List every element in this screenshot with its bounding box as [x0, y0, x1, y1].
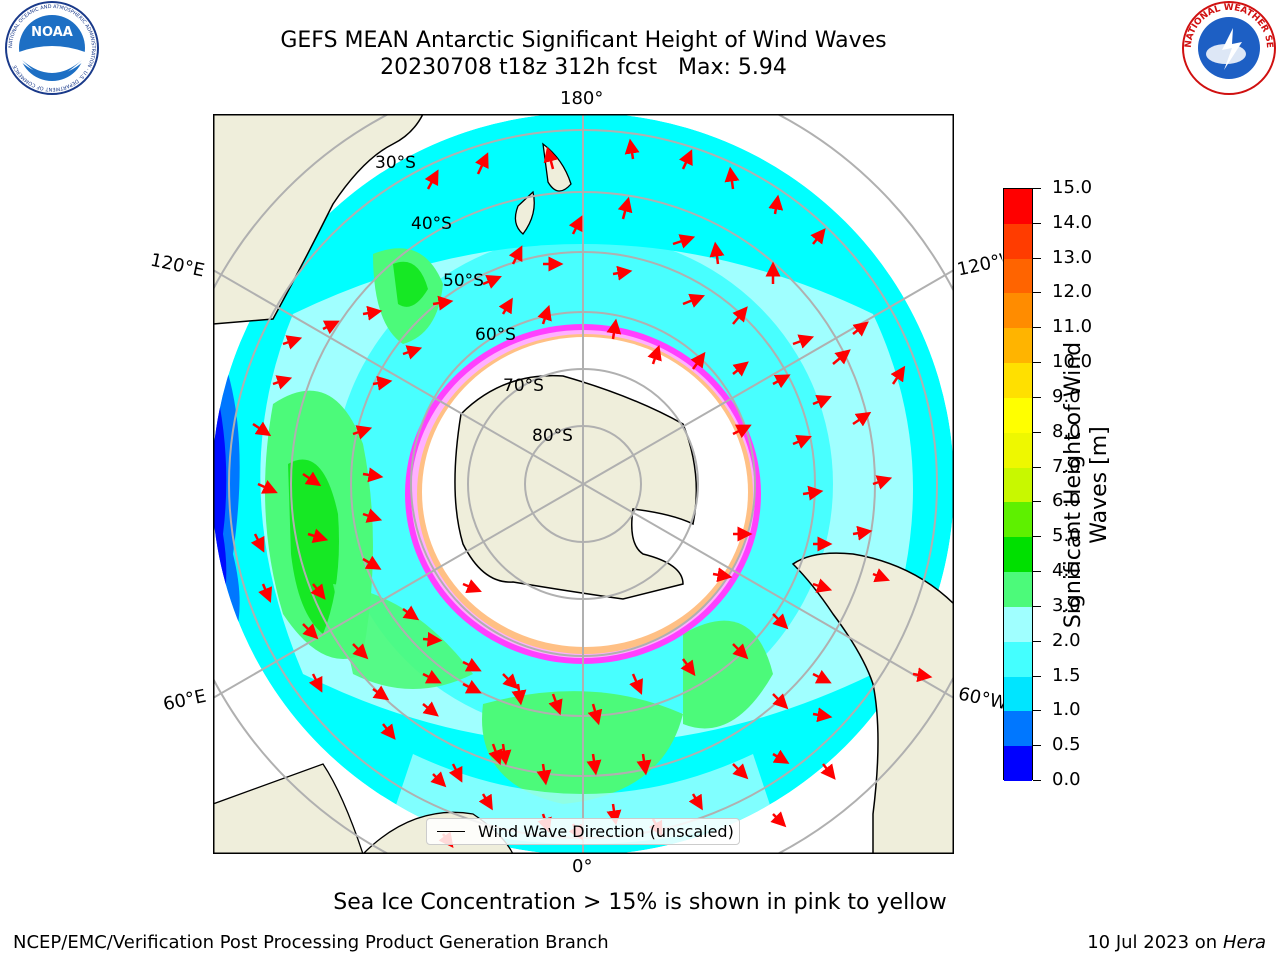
colorbar-segment — [1004, 676, 1032, 712]
antarctica-land — [454, 374, 698, 600]
colorbar-tick — [1033, 536, 1041, 538]
colorbar-tick — [1033, 222, 1041, 224]
lat-label-70s: 70°S — [503, 376, 544, 396]
colorbar-tick — [1033, 431, 1041, 433]
lat-label-80s: 80°S — [532, 426, 573, 446]
footer-credit: NCEP/EMC/Verification Post Processing Pr… — [13, 932, 609, 953]
colorbar-segment — [1004, 572, 1032, 607]
colorbar-tick — [1033, 605, 1041, 607]
colorbar-tick — [1033, 188, 1041, 189]
colorbar-tick-label: 11.0 — [1052, 316, 1093, 338]
legend-label: Wind Wave Direction (unscaled) — [478, 822, 734, 841]
australia-land — [213, 114, 424, 325]
map-title: GEFS MEAN Antarctic Significant Height o… — [280, 28, 887, 53]
colorbar-tick — [1033, 327, 1041, 329]
colorbar-tick — [1033, 710, 1041, 712]
lat-label-40s: 40°S — [411, 214, 452, 234]
colorbar-tick-label: 0.5 — [1052, 734, 1081, 756]
colorbar-tick-label: 2.0 — [1052, 629, 1081, 651]
lon-label-0: 0° — [572, 856, 593, 877]
colorbar-tick-label: 7.0 — [1052, 455, 1081, 477]
colorbar-segment — [1004, 467, 1032, 503]
noaa-logo-icon: NOAA NATIONAL OCEANIC AND ATMOSPHERIC AD… — [2, 0, 102, 100]
colorbar-title: Significant Height of Wind Waves [m] — [1061, 341, 1112, 629]
colorbar-tick — [1033, 466, 1041, 468]
south-america-land — [791, 552, 954, 854]
colorbar-segment — [1004, 189, 1032, 224]
lat-label-50s: 50°S — [443, 271, 484, 291]
footer-date: 10 Jul 2023 on Hera — [1087, 932, 1266, 953]
lon-label-120w: 120°W — [955, 250, 1005, 281]
colorbar-segment — [1004, 606, 1032, 642]
polar-map: 30°S 40°S 50°S 60°S 70°S 80°S — [213, 114, 954, 854]
colorbar-segment — [1004, 258, 1032, 294]
colorbar-tick-label: 14.0 — [1052, 211, 1093, 233]
footer-machine: Hera — [1222, 932, 1266, 953]
colorbar-tick — [1033, 292, 1041, 294]
colorbar-tick — [1033, 640, 1041, 642]
sea-ice-note: Sea Ice Concentration > 15% is shown in … — [333, 890, 947, 915]
colorbar-segment — [1004, 293, 1032, 329]
noaa-logo-text: NOAA — [31, 25, 73, 40]
colorbar-tick-label: 4.0 — [1052, 560, 1081, 582]
lon-label-60w: 60°W — [956, 683, 1006, 714]
colorbar-tick-label: 0.0 — [1052, 769, 1081, 790]
colorbar-tick-label: 8.0 — [1052, 420, 1081, 442]
colorbar-segment — [1004, 328, 1032, 364]
colorbar-segment — [1004, 363, 1032, 398]
colorbar-tick-label: 15.0 — [1052, 177, 1093, 198]
colorbar — [1003, 188, 1033, 781]
colorbar-tick-label: 12.0 — [1052, 281, 1093, 303]
footer-date-text: 10 Jul 2023 on — [1087, 932, 1223, 953]
colorbar-segment — [1004, 432, 1032, 468]
legend-line-icon — [437, 831, 465, 832]
colorbar-tick-label: 3.0 — [1052, 594, 1081, 616]
colorbar-segment — [1004, 641, 1032, 677]
graticule — [213, 114, 954, 854]
colorbar-segment — [1004, 537, 1032, 573]
nws-logo-icon: NATIONAL WEATHER SERVICE — [1175, 0, 1280, 100]
colorbar-tick-label: 6.0 — [1052, 490, 1081, 512]
lon-label-180: 180° — [560, 88, 604, 109]
lon-label-60e: 60°E — [161, 685, 208, 716]
colorbar-segment — [1004, 397, 1032, 433]
lon-label-120e: 120°E — [148, 249, 207, 282]
map-subtitle: 20230708 t18z 312h fcst Max: 5.94 — [380, 55, 787, 80]
colorbar-tick — [1033, 745, 1041, 747]
colorbar-segment — [1004, 223, 1032, 259]
lat-label-30s: 30°S — [375, 153, 416, 173]
colorbar-tick — [1033, 396, 1041, 398]
colorbar-segment — [1004, 746, 1032, 781]
colorbar-tick — [1033, 780, 1041, 781]
colorbar-tick-label: 1.5 — [1052, 664, 1081, 686]
lat-label-60s: 60°S — [475, 325, 516, 345]
colorbar-tick — [1033, 571, 1041, 573]
colorbar-tick-label: 1.0 — [1052, 699, 1081, 721]
colorbar-segment — [1004, 711, 1032, 747]
colorbar-tick — [1033, 257, 1041, 259]
colorbar-tick-label: 9.0 — [1052, 385, 1081, 407]
colorbar-tick — [1033, 362, 1041, 364]
colorbar-tick — [1033, 675, 1041, 677]
colorbar-segment — [1004, 502, 1032, 538]
colorbar-tick-label: 10.0 — [1052, 351, 1093, 373]
wind-arrows — [250, 138, 933, 848]
map-legend: Wind Wave Direction (unscaled) — [426, 818, 740, 845]
colorbar-tick-label: 5.0 — [1052, 525, 1081, 547]
colorbar-tick-label: 13.0 — [1052, 246, 1093, 268]
colorbar-tick — [1033, 501, 1041, 503]
